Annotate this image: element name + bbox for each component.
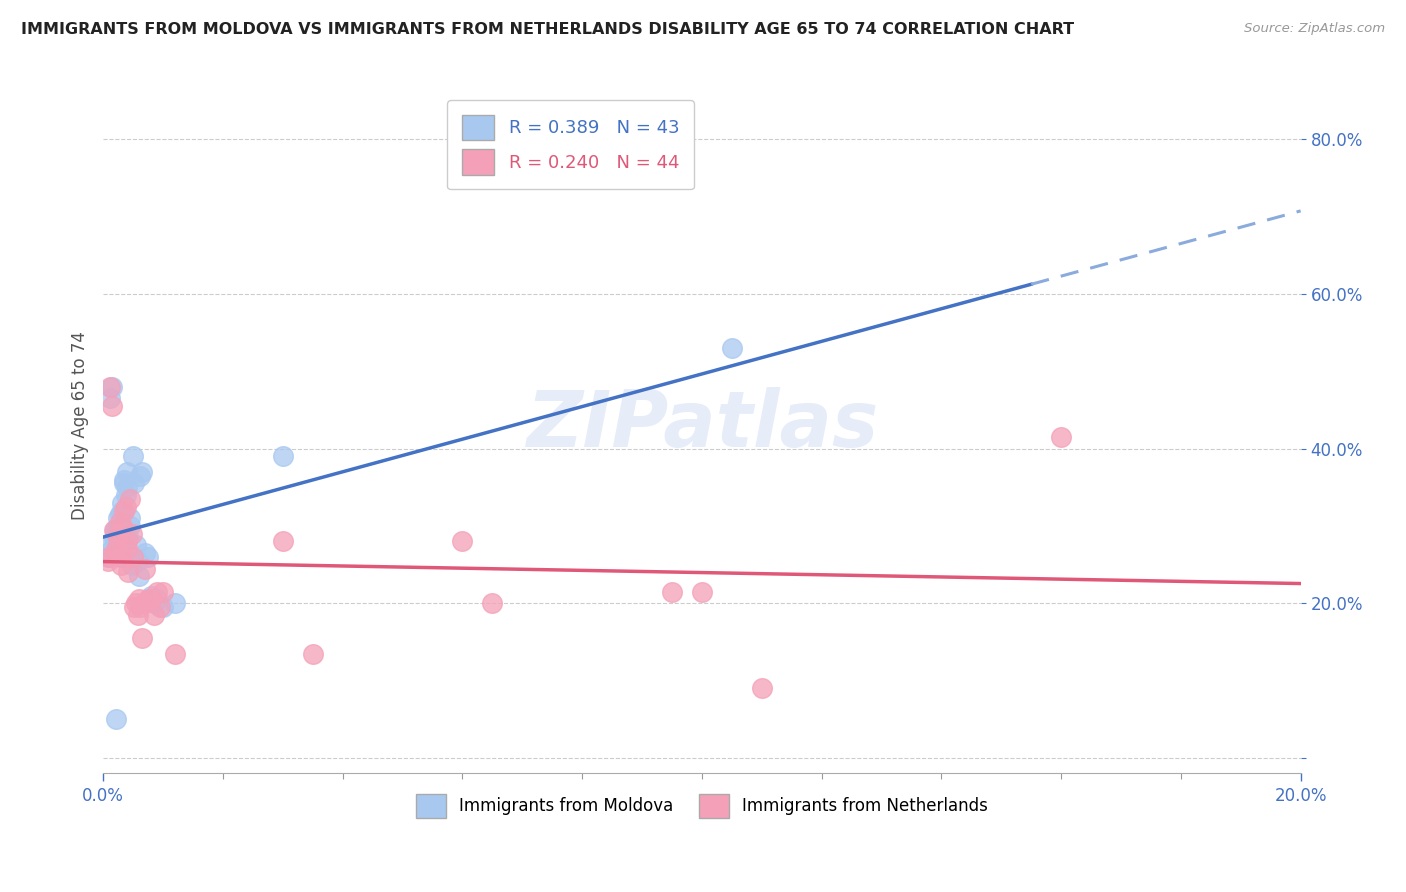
Point: [127, 607, 149, 622]
Point: [97, 554, 120, 568]
Legend: Immigrants from Moldova, Immigrants from Netherlands: Immigrants from Moldova, Immigrants from…: [409, 788, 994, 824]
Point: [98, 380, 121, 394]
Point: [112, 503, 135, 517]
Point: [117, 531, 139, 545]
Point: [107, 526, 129, 541]
Point: [301, 647, 323, 661]
Point: [117, 566, 139, 580]
Point: [451, 534, 474, 549]
Point: [125, 596, 148, 610]
Point: [122, 549, 145, 564]
Point: [120, 491, 142, 506]
Point: [132, 596, 155, 610]
Point: [108, 508, 131, 522]
Point: [690, 584, 713, 599]
Point: [115, 542, 138, 557]
Point: [98, 538, 121, 552]
Point: [134, 561, 156, 575]
Point: [105, 546, 128, 560]
Point: [139, 592, 162, 607]
Text: Source: ZipAtlas.com: Source: ZipAtlas.com: [1244, 22, 1385, 36]
Point: [105, 542, 128, 557]
Point: [481, 596, 503, 610]
Point: [152, 600, 174, 615]
Point: [111, 519, 134, 533]
Point: [120, 519, 142, 533]
Point: [101, 380, 124, 394]
Point: [661, 584, 683, 599]
Point: [115, 488, 138, 502]
Point: [115, 480, 138, 494]
Point: [105, 712, 128, 726]
Point: [112, 473, 135, 487]
Point: [104, 546, 127, 560]
Text: ZIPatlas: ZIPatlas: [526, 387, 877, 464]
Point: [136, 592, 159, 607]
Point: [112, 476, 135, 491]
Point: [122, 450, 145, 464]
Point: [107, 531, 129, 545]
Point: [120, 511, 142, 525]
Point: [111, 496, 134, 510]
Point: [107, 519, 129, 533]
Point: [121, 526, 143, 541]
Point: [108, 515, 131, 529]
Point: [131, 631, 153, 645]
Point: [115, 500, 138, 514]
Point: [103, 523, 125, 537]
Point: [143, 607, 166, 622]
Point: [143, 596, 166, 610]
Point: [721, 341, 744, 355]
Point: [163, 596, 186, 610]
Point: [115, 465, 138, 479]
Point: [104, 523, 127, 537]
Point: [271, 534, 294, 549]
Point: [152, 584, 174, 599]
Point: [121, 558, 143, 572]
Point: [125, 538, 148, 552]
Point: [122, 476, 145, 491]
Point: [146, 584, 169, 599]
Point: [131, 465, 153, 479]
Point: [136, 549, 159, 564]
Point: [751, 681, 773, 696]
Y-axis label: Disability Age 65 to 74: Disability Age 65 to 74: [72, 331, 89, 520]
Point: [110, 534, 132, 549]
Point: [107, 511, 129, 525]
Text: IMMIGRANTS FROM MOLDOVA VS IMMIGRANTS FROM NETHERLANDS DISABILITY AGE 65 TO 74 C: IMMIGRANTS FROM MOLDOVA VS IMMIGRANTS FR…: [21, 22, 1074, 37]
Point: [115, 534, 138, 549]
Point: [103, 531, 125, 545]
Point: [98, 549, 121, 564]
Point: [110, 549, 132, 564]
Point: [139, 589, 162, 603]
Point: [149, 600, 172, 615]
Point: [1050, 430, 1073, 444]
Point: [98, 392, 121, 406]
Point: [271, 450, 294, 464]
Point: [129, 468, 152, 483]
Point: [101, 399, 124, 413]
Point: [111, 503, 134, 517]
Point: [101, 542, 124, 557]
Point: [110, 549, 132, 564]
Point: [127, 554, 149, 568]
Point: [134, 546, 156, 560]
Point: [97, 549, 120, 564]
Point: [110, 558, 132, 572]
Point: [163, 647, 186, 661]
Point: [104, 526, 127, 541]
Point: [129, 600, 152, 615]
Point: [108, 538, 131, 552]
Point: [122, 600, 145, 615]
Point: [128, 569, 150, 583]
Point: [128, 592, 150, 607]
Point: [146, 592, 169, 607]
